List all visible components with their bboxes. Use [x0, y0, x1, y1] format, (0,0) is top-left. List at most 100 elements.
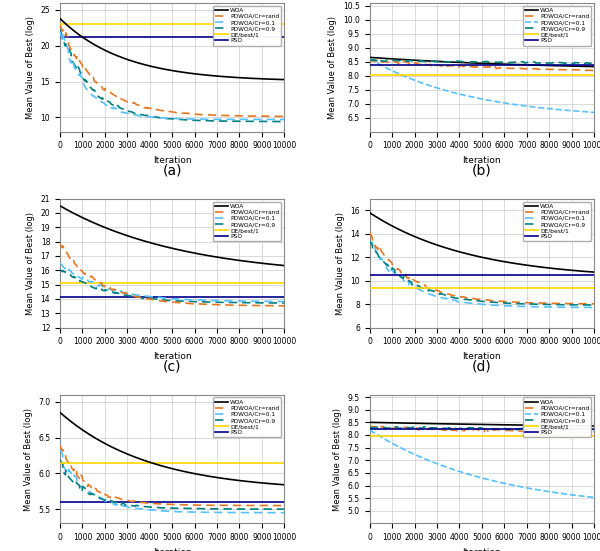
WOA: [233, 74, 240, 81]
PDWOA/Cr=rand: [274, 302, 281, 309]
PDWOA/Cr=rand: [475, 296, 482, 302]
WOA: [274, 76, 281, 83]
PDWOA/Cr=0.9: [274, 506, 281, 512]
WOA: [233, 477, 240, 484]
Line: PDWOA/Cr=0.9: PDWOA/Cr=0.9: [370, 241, 594, 305]
PDWOA/Cr=0.9: [469, 297, 476, 304]
PDWOA/Cr=rand: [475, 426, 482, 433]
WOA: [56, 15, 64, 22]
PDWOA/Cr=0.1: [233, 298, 240, 304]
PDWOA/Cr=0.9: [281, 300, 288, 306]
WOA: [542, 62, 550, 69]
PDWOA/Cr=0.1: [166, 508, 173, 515]
PDWOA/Cr=0.9: [366, 424, 373, 431]
PDWOA/Cr=rand: [166, 108, 173, 115]
PDWOA/Cr=0.1: [542, 105, 550, 112]
PDWOA/Cr=0.1: [68, 56, 75, 62]
Y-axis label: Mean Value of Best (log): Mean Value of Best (log): [328, 15, 337, 118]
X-axis label: Iteration: Iteration: [153, 548, 191, 551]
PDWOA/Cr=0.9: [68, 477, 75, 484]
PDWOA/Cr=0.1: [377, 434, 385, 440]
PDWOA/Cr=rand: [166, 299, 173, 305]
PDWOA/Cr=0.9: [274, 300, 281, 306]
PDWOA/Cr=0.1: [475, 474, 482, 480]
PDWOA/Cr=0.1: [274, 298, 281, 305]
Line: WOA: WOA: [370, 423, 594, 426]
PDWOA/Cr=0.9: [233, 506, 240, 512]
PDWOA/Cr=0.1: [377, 255, 385, 261]
WOA: [542, 422, 550, 429]
PDWOA/Cr=rand: [584, 300, 591, 307]
PDWOA/Cr=0.9: [233, 118, 240, 125]
PDWOA/Cr=0.1: [166, 115, 173, 122]
PDWOA/Cr=0.1: [590, 304, 598, 311]
Line: PDWOA/Cr=0.1: PDWOA/Cr=0.1: [60, 263, 284, 301]
PDWOA/Cr=0.9: [542, 301, 550, 307]
PDWOA/Cr=rand: [366, 57, 373, 64]
WOA: [274, 481, 281, 488]
PDWOA/Cr=0.9: [56, 26, 64, 33]
Legend: WOA, PDWOA/Cr=rand, PDWOA/Cr=0.1, PDWOA/Cr=0.9, DE/best/1, PSO: WOA, PDWOA/Cr=rand, PDWOA/Cr=0.1, PDWOA/…: [523, 6, 591, 46]
PDWOA/Cr=0.1: [590, 494, 598, 501]
PDWOA/Cr=0.9: [584, 60, 591, 66]
PDWOA/Cr=rand: [233, 502, 240, 509]
WOA: [584, 63, 591, 70]
PDWOA/Cr=rand: [281, 502, 288, 509]
X-axis label: Iteration: Iteration: [463, 156, 501, 165]
PDWOA/Cr=0.1: [469, 472, 476, 479]
WOA: [68, 209, 75, 215]
PDWOA/Cr=rand: [584, 300, 591, 307]
PDWOA/Cr=rand: [469, 295, 476, 302]
WOA: [584, 423, 591, 429]
PDWOA/Cr=rand: [584, 67, 591, 74]
PDWOA/Cr=0.9: [366, 57, 373, 63]
PDWOA/Cr=0.9: [68, 273, 75, 279]
WOA: [584, 423, 591, 429]
Legend: WOA, PDWOA/Cr=rand, PDWOA/Cr=0.1, PDWOA/Cr=0.9, DE/best/1, PSO: WOA, PDWOA/Cr=rand, PDWOA/Cr=0.1, PDWOA/…: [213, 6, 281, 46]
Line: PDWOA/Cr=0.9: PDWOA/Cr=0.9: [60, 269, 284, 303]
WOA: [377, 217, 385, 223]
PDWOA/Cr=0.9: [469, 58, 476, 65]
WOA: [590, 269, 598, 276]
PDWOA/Cr=rand: [469, 427, 476, 434]
PDWOA/Cr=0.9: [166, 505, 173, 511]
PDWOA/Cr=0.9: [377, 424, 385, 431]
PDWOA/Cr=rand: [584, 67, 591, 74]
PDWOA/Cr=rand: [366, 423, 373, 430]
X-axis label: Iteration: Iteration: [463, 352, 501, 361]
WOA: [274, 481, 281, 488]
WOA: [366, 209, 373, 216]
WOA: [584, 63, 591, 70]
PDWOA/Cr=0.9: [590, 426, 598, 433]
PDWOA/Cr=rand: [576, 429, 583, 436]
PDWOA/Cr=0.1: [274, 509, 281, 516]
PDWOA/Cr=rand: [160, 107, 167, 114]
WOA: [160, 463, 167, 469]
PDWOA/Cr=rand: [374, 57, 382, 63]
PDWOA/Cr=rand: [366, 230, 373, 236]
WOA: [274, 76, 281, 83]
Legend: WOA, PDWOA/Cr=rand, PDWOA/Cr=0.1, PDWOA/Cr=0.9, DE/best/1, PSO: WOA, PDWOA/Cr=rand, PDWOA/Cr=0.1, PDWOA/…: [523, 397, 591, 437]
PDWOA/Cr=0.9: [377, 256, 385, 262]
PDWOA/Cr=0.1: [584, 109, 591, 115]
PDWOA/Cr=rand: [274, 113, 281, 120]
Text: (a): (a): [163, 164, 182, 178]
PDWOA/Cr=0.9: [281, 118, 288, 125]
PDWOA/Cr=0.9: [56, 266, 64, 273]
Y-axis label: Mean Value of Best (log): Mean Value of Best (log): [336, 212, 345, 315]
PDWOA/Cr=0.1: [281, 298, 288, 305]
PDWOA/Cr=rand: [281, 302, 288, 309]
PDWOA/Cr=rand: [274, 502, 281, 509]
Line: WOA: WOA: [370, 57, 594, 67]
PDWOA/Cr=0.9: [584, 302, 591, 309]
PDWOA/Cr=0.9: [475, 425, 482, 431]
Line: PDWOA/Cr=rand: PDWOA/Cr=rand: [60, 244, 284, 306]
WOA: [160, 66, 167, 72]
PDWOA/Cr=0.1: [68, 471, 75, 478]
X-axis label: Iteration: Iteration: [153, 352, 191, 361]
WOA: [475, 60, 482, 67]
PDWOA/Cr=0.9: [391, 424, 398, 430]
PDWOA/Cr=0.9: [571, 426, 578, 433]
PDWOA/Cr=0.1: [56, 447, 64, 453]
WOA: [166, 464, 173, 471]
